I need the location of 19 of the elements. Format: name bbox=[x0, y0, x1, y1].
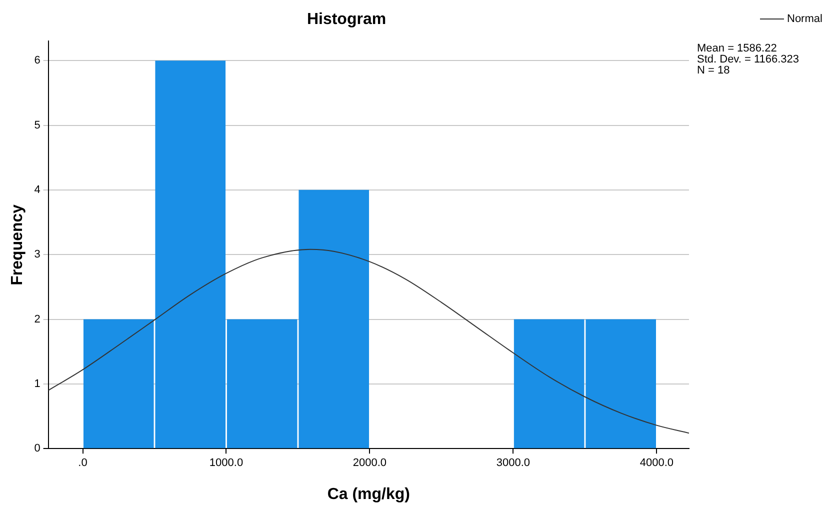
y-axis-title: Frequency bbox=[9, 204, 26, 286]
y-tick-label: 2 bbox=[34, 313, 40, 326]
text: Mean = 1586.22 bbox=[697, 42, 777, 55]
legend-label: Normal bbox=[787, 13, 822, 26]
chart-title: Histogram bbox=[306, 11, 386, 28]
y-tick-label: 1 bbox=[34, 378, 40, 390]
y-tick-label: 4 bbox=[34, 184, 40, 196]
x-tick-label: 2000.0 bbox=[352, 457, 387, 470]
text: Std. Dev. = 1166.323 bbox=[697, 54, 800, 66]
text: N = 18 bbox=[697, 64, 730, 77]
y-tick-label: 6 bbox=[34, 54, 40, 67]
x-tick-label: .0 bbox=[78, 457, 88, 470]
x-tick-label: 1000.0 bbox=[209, 457, 244, 470]
y-tick-label: 0 bbox=[34, 442, 40, 455]
x-tick-label: 3000.0 bbox=[496, 457, 530, 470]
x-axis-title: Ca (mg/kg) bbox=[327, 486, 410, 503]
y-tick-label: 5 bbox=[34, 119, 40, 132]
x-tick-label: 4000.0 bbox=[640, 457, 674, 470]
y-tick-label: 3 bbox=[34, 248, 40, 261]
